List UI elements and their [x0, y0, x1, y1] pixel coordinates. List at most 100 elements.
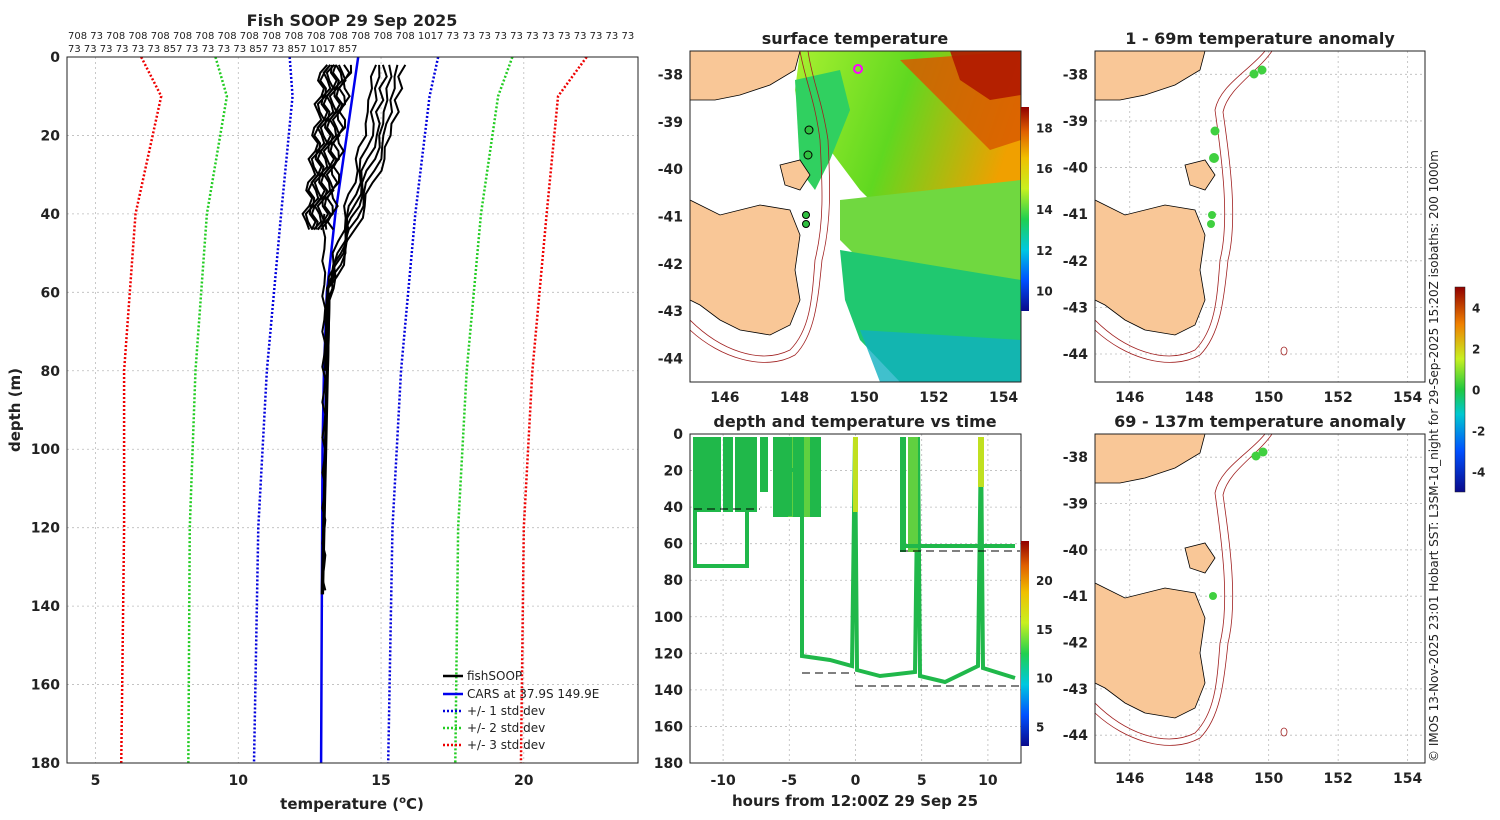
sst-map-content [690, 51, 1021, 382]
anomaly-map-1-ticks: 146 148 150 152 154 -38 -39 -40 -41 -42 -43 -44 [1063, 67, 1423, 406]
profile-ytick-label: 60 [41, 285, 61, 301]
isobath-1000m [1095, 434, 1273, 746]
dive-trace [693, 510, 749, 568]
legend-label-cars: CARS at 37.9S 149.9E [467, 687, 599, 701]
profile-ytick-label: 0 [50, 50, 60, 66]
anomaly-map-1-ytick-label: -43 [1063, 300, 1088, 316]
profile-xlabel: temperature (oC) [280, 795, 424, 813]
profile-legend: fishSOOP CARS at 37.9S 149.9E +/- 1 std … [443, 669, 599, 752]
anomaly-point [1207, 220, 1215, 228]
sst-map-ytick-label: -38 [658, 68, 683, 84]
dive-block [760, 437, 768, 492]
profile-xtick-label: 10 [229, 773, 249, 789]
dive-block [900, 437, 906, 552]
anomaly-map-2-title: 69 - 137m temperature anomaly [1114, 412, 1406, 431]
profile-ytick-label: 20 [41, 128, 61, 144]
profile-grid [67, 56, 638, 764]
anomaly-map-1-xtick-label: 154 [1393, 390, 1422, 406]
tasmania-land [1095, 582, 1206, 719]
anomaly-map-2-xtick-label: 154 [1393, 771, 1422, 787]
profile-series--3-std [119, 57, 163, 763]
sst-colorbar-tick-label: 18 [1036, 121, 1053, 135]
fishsoop-profile-line [301, 64, 329, 230]
anomaly-map-2-panel: 69 - 137m temperature anomaly 146 148 150 1… [1063, 412, 1426, 787]
profile-series--2-std [187, 57, 229, 763]
fishsoop-profile-line [320, 64, 347, 231]
anomaly-map-2-frame [1094, 433, 1426, 764]
depth-time-title: depth and temperature vs time [713, 412, 996, 431]
isobath-1000m [690, 51, 831, 363]
depth-time-colorbar-tick-label: 20 [1036, 574, 1053, 588]
anomaly-point [1251, 451, 1261, 461]
sst-map-title: surface temperature [762, 29, 949, 48]
anomaly-colorbar-tick-label: 4 [1472, 302, 1480, 316]
sst-colorbar-tick-label: 14 [1036, 203, 1053, 217]
anomaly-colorbar-tick-label: 2 [1472, 343, 1480, 357]
profile-ytick-label: 140 [31, 599, 60, 615]
anomaly-map-1-xtick-label: 150 [1254, 390, 1283, 406]
tasmania-land [1095, 199, 1206, 336]
credit-text: © IMOS 13-Nov-2025 23:01 Hobart SST: L3S… [1427, 150, 1441, 762]
dive-block [723, 437, 733, 512]
anomaly-map-1-ytick-label: -44 [1063, 347, 1089, 363]
profile-ytick-label: 80 [41, 364, 61, 380]
depth-time-colorbar-tick-label: 10 [1036, 672, 1053, 686]
dive-block [773, 437, 821, 517]
anomaly-colorbar-ticks: 4 2 0 -2 -4 [1472, 302, 1485, 480]
anomaly-map-1-xtick-label: 152 [1324, 390, 1353, 406]
fishsoop-profile-line [321, 213, 327, 591]
anomaly-point [1249, 69, 1259, 79]
depth-time-xtick-label: -10 [710, 773, 736, 789]
fishsoop-profile-line [304, 64, 332, 231]
sst-map-ytick-label: -40 [658, 162, 684, 178]
anomaly-point [1257, 65, 1267, 75]
anomaly-point [1208, 211, 1216, 219]
profile-ylabel: depth (m) [6, 368, 24, 452]
sst-map-ytick-label: -44 [658, 351, 684, 367]
flinders-island [779, 159, 811, 191]
anomaly-map-2-ytick-label: -41 [1063, 589, 1088, 605]
flinders-island [1184, 159, 1216, 191]
profile-ytick-label: 120 [31, 521, 60, 537]
depth-time-xtick-label: 0 [851, 773, 861, 789]
sst-map-xtick-label: 146 [710, 390, 739, 406]
sst-obs-point [803, 150, 813, 160]
depth-time-xtick-label: -5 [782, 773, 798, 789]
fishsoop-profile-line [324, 64, 377, 371]
profile-xtick-label: 15 [371, 773, 390, 789]
seamount-isobath [1280, 727, 1288, 737]
anomaly-map-1-grid [1095, 51, 1425, 382]
depth-time-xtick-label: 5 [917, 773, 927, 789]
anomaly-map-2-ticks: 146 148 150 152 154 -38 -39 -40 -41 -42 -43 -44 [1063, 450, 1423, 787]
depth-time-ytick-label: 160 [654, 719, 683, 735]
anomaly-colorbar [1454, 286, 1466, 493]
dive-block [908, 437, 918, 552]
anomaly-point [1209, 592, 1217, 600]
tasmania-land [690, 199, 801, 336]
anomaly-colorbar-tick-label: 0 [1472, 384, 1480, 398]
anomaly-map-1-ytick-label: -41 [1063, 207, 1088, 223]
anomaly-map-2-content [1095, 434, 1288, 746]
sst-map-xtick-label: 150 [850, 390, 879, 406]
anomaly-point [1258, 447, 1268, 457]
anomaly-map-2-ytick-label: -43 [1063, 682, 1088, 698]
anomaly-map-1-ytick-label: -38 [1063, 67, 1088, 83]
fishsoop-profiles [301, 64, 407, 595]
isobath-1000m [1095, 51, 1273, 363]
sst-obs-point [802, 220, 810, 228]
depth-time-ytick-label: 180 [654, 756, 683, 772]
legend-label-std2: +/- 2 std dev [467, 721, 545, 735]
profile-top-label-2: 73 73 73 73 73 73 857 73 73 73 73 857 73… [68, 44, 357, 55]
profile-ytick-label: 160 [31, 678, 60, 694]
depth-time-ytick-label: 120 [654, 646, 683, 662]
anomaly-map-2-ytick-label: -40 [1063, 543, 1089, 559]
sst-colorbar-ticks: 10 12 14 16 18 [1036, 121, 1053, 298]
profile-ytick-label: 40 [41, 207, 61, 223]
sst-map-ytick-label: -42 [658, 257, 683, 273]
profile-series--3-std [519, 57, 588, 763]
anomaly-map-2-ytick-label: -38 [1063, 450, 1088, 466]
anomaly-map-2-ytick-label: -42 [1063, 636, 1088, 652]
isobath-200m [1095, 434, 1266, 740]
